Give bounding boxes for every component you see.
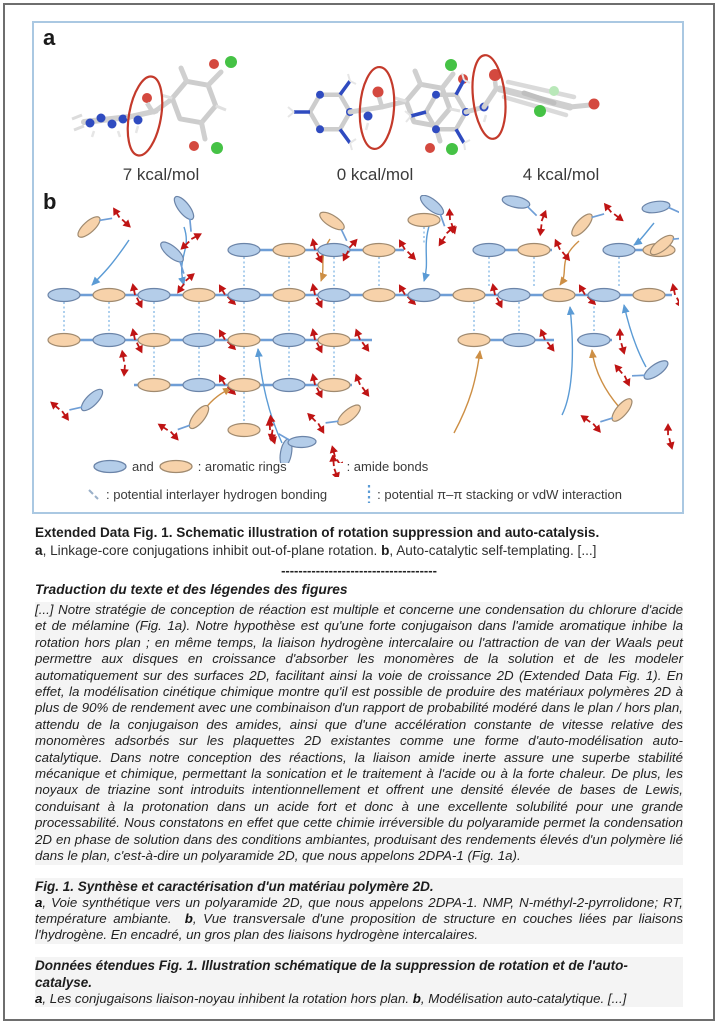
molecule-4kcal	[404, 54, 600, 151]
extended-b-text: , Modélisation auto-catalytique. [...]	[420, 990, 627, 1006]
energy-label-1: 7 kcal/mol	[123, 165, 200, 184]
fig1-a-text: , Voie synthétique vers un polyaramide 2…	[35, 894, 683, 926]
legend-and: and	[132, 458, 154, 474]
legend-row-2: : potential interlayer hydrogen bonding …	[86, 484, 682, 504]
fig1-body: a, Voie synthétique vers un polyaramide …	[35, 895, 683, 944]
molecule-7kcal	[71, 56, 237, 157]
caption-a-label: a	[35, 542, 43, 558]
fig1-title: Fig. 1. Synthèse et caractérisation d'un…	[35, 878, 434, 894]
fig1-a-label: a	[35, 894, 43, 910]
hydrogen-bond-icon	[88, 489, 99, 500]
dashed-separator: ------------------------------------	[281, 563, 437, 578]
pi-stacking-icon	[368, 485, 371, 503]
fig1-caption-block: Fig. 1. Synthèse et caractérisation d'un…	[35, 877, 683, 944]
figure-legend: and : aromatic rings : amide bonds : pot…	[34, 455, 682, 508]
fig1-b-label: b	[184, 910, 193, 926]
fig1-b-text: , Vue transversale d'une proposition de …	[35, 910, 683, 943]
extended-a-label: a	[35, 990, 43, 1006]
panel-a-label: a	[43, 25, 56, 50]
legend-amide-bonds: : amide bonds	[346, 458, 429, 474]
caption-b-text: , Auto-catalytic self-templating. [...]	[389, 542, 597, 558]
orange-ellipse-icon	[159, 459, 193, 473]
extended-title: Données étendues Fig. 1. Illustration sc…	[35, 957, 628, 990]
panel-b-label: b	[43, 189, 57, 214]
figure-extended-data-1: a	[32, 21, 684, 514]
extended-caption-block: Données étendues Fig. 1. Illustration sc…	[35, 956, 683, 1008]
legend-pipi: : potential π–π stacking or vdW interact…	[377, 486, 622, 502]
extended-b-label: b	[412, 990, 421, 1006]
molecule-0kcal	[287, 59, 468, 155]
caption-a-text: , Linkage-core conjugations inhibit out-…	[42, 542, 382, 558]
text-content: Extended Data Fig. 1. Schematic illustra…	[35, 524, 683, 1020]
legend-aromatic-rings: : aromatic rings	[197, 458, 287, 474]
panel-b-canvas	[47, 195, 679, 463]
amide-bond-icon	[328, 455, 340, 477]
extended-a-text: , Les conjugaisons liaison-noyau inhiben…	[42, 990, 413, 1006]
translation-paragraph: [...] Notre stratégie de conception de r…	[35, 602, 683, 865]
rotation-highlight-ellipse	[471, 54, 507, 140]
extended-body: a, Les conjugaisons liaison-noyau inhibe…	[35, 991, 683, 1007]
translation-heading: Traduction du texte et des légendes des …	[35, 582, 348, 597]
rotation-highlight-ellipse	[358, 65, 396, 151]
energy-label-3: 4 kcal/mol	[523, 165, 600, 184]
extended-data-caption-title: Extended Data Fig. 1. Schematic illustra…	[35, 525, 600, 540]
rotation-highlight-ellipse	[126, 75, 164, 157]
panel-a-molecules: 7 kcal/mol 0 kcal/mol 4 kcal/mol	[71, 54, 600, 184]
legend-row-1: and : aromatic rings : amide bonds	[92, 455, 682, 477]
extended-data-caption-body: a, Linkage-core conjugations inhibit out…	[35, 542, 683, 560]
legend-hbond: : potential interlayer hydrogen bonding	[106, 486, 328, 502]
energy-label-2: 0 kcal/mol	[337, 165, 414, 184]
blue-ellipse-icon	[93, 459, 127, 473]
caption-b-label: b	[381, 542, 390, 558]
